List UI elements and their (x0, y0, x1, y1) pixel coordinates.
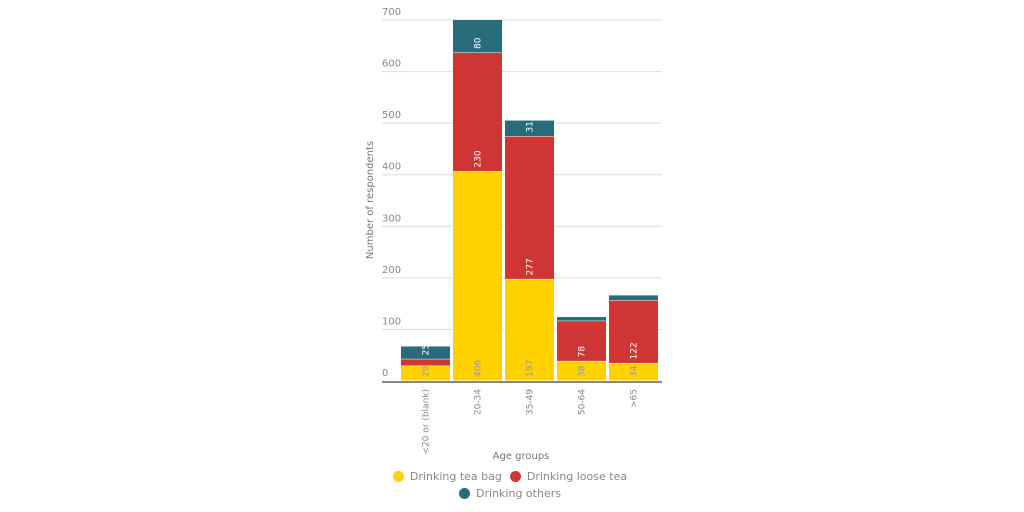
data-label: 34 (630, 365, 640, 377)
legend-marker-icon (459, 488, 471, 499)
data-label: 78 (578, 346, 588, 358)
bar-segment[interactable] (505, 120, 554, 137)
y-tick-label: 700 (382, 7, 401, 18)
data-label: 197 (526, 360, 536, 377)
x-axis-title: Age groups (493, 451, 550, 462)
bar-segment[interactable] (505, 136, 554, 279)
data-label: 31 (526, 121, 536, 132)
data-label: 122 (630, 342, 640, 359)
y-tick-label: 0 (382, 368, 388, 379)
data-label: 38 (578, 365, 588, 377)
y-tick-label: 200 (382, 265, 401, 276)
legend-marker-icon (392, 471, 404, 482)
y-tick-label: 100 (382, 316, 401, 327)
bar-segment[interactable] (557, 317, 606, 321)
y-tick-label: 400 (382, 162, 401, 173)
bar-segment[interactable] (453, 53, 502, 172)
bar-segment[interactable] (609, 300, 658, 363)
bar-segment[interactable] (401, 366, 450, 381)
x-tick-label: 50-64 (578, 389, 588, 415)
data-label: 406 (474, 360, 484, 377)
legend-label: Drinking others (476, 487, 561, 500)
x-tick-label: 35-49 (526, 389, 536, 415)
data-label: 80 (474, 37, 484, 49)
legend-item[interactable]: Drinking tea bag (392, 470, 502, 483)
data-label: 277 (526, 258, 536, 275)
bar-segment[interactable] (557, 321, 606, 361)
legend-marker-icon (509, 471, 521, 482)
y-tick-label: 300 (382, 213, 401, 224)
bar-segment[interactable] (609, 363, 658, 381)
y-tick-label: 600 (382, 59, 401, 70)
bar-segment[interactable] (505, 279, 554, 381)
y-tick-label: 500 (382, 110, 401, 121)
bar-segment[interactable] (557, 361, 606, 381)
x-tick-label: <20 or (blank) (422, 389, 432, 455)
x-tick-label: 20-34 (474, 389, 484, 415)
x-tick-label: >65 (630, 389, 640, 408)
data-label: 25 (422, 344, 432, 355)
legend: Drinking tea bag Drinking loose tea Drinki… (380, 468, 640, 502)
bar-segment[interactable] (453, 171, 502, 381)
bar-segment[interactable] (401, 359, 450, 366)
y-axis-title: Number of respondents (365, 141, 376, 259)
data-label: 29 (422, 365, 432, 377)
data-label: 230 (474, 150, 484, 167)
bar-segment[interactable] (453, 20, 502, 53)
bar-segment[interactable] (401, 346, 450, 359)
legend-item[interactable]: Drinking others (459, 487, 561, 500)
legend-label: Drinking tea bag (409, 470, 502, 483)
legend-item[interactable]: Drinking loose tea (509, 470, 628, 483)
bar-segment[interactable] (609, 295, 658, 301)
legend-label: Drinking loose tea (526, 470, 628, 483)
